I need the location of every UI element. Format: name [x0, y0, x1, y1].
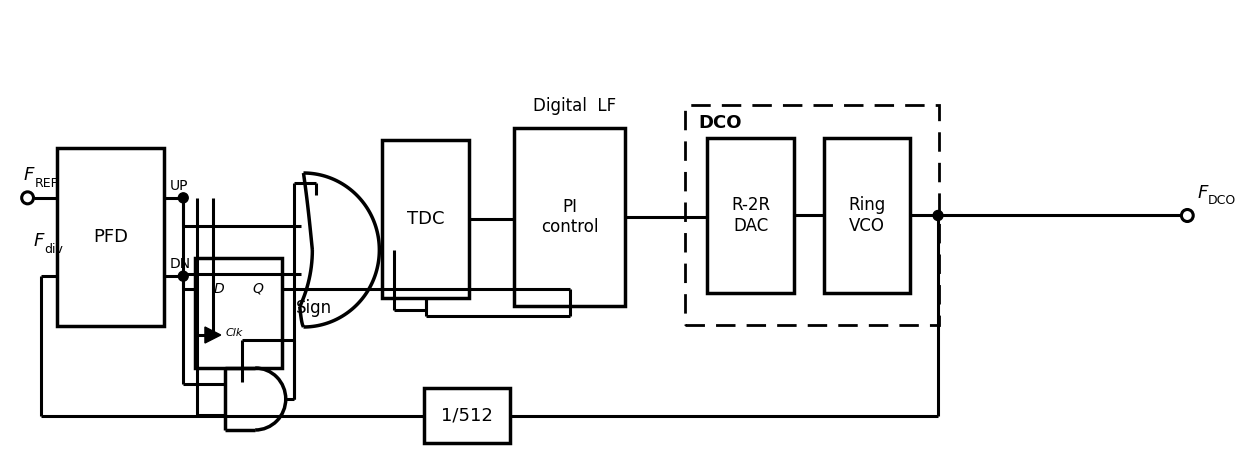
Text: Q: Q	[252, 282, 263, 296]
Text: UP: UP	[170, 179, 188, 193]
Text: F: F	[24, 166, 33, 184]
Text: DN: DN	[170, 257, 191, 271]
Polygon shape	[204, 327, 221, 343]
Circle shape	[178, 193, 188, 203]
Text: Ring
VCO: Ring VCO	[849, 196, 886, 235]
Text: DCO: DCO	[1208, 195, 1237, 207]
Bar	[424, 388, 510, 443]
Text: R-2R
DAC: R-2R DAC	[731, 196, 771, 235]
Circle shape	[933, 211, 943, 220]
Text: REF: REF	[35, 177, 58, 190]
Text: D: D	[214, 282, 224, 296]
Text: PI
control: PI control	[540, 198, 598, 236]
Text: DCO: DCO	[699, 114, 742, 132]
Text: 1/512: 1/512	[441, 407, 493, 425]
Text: F: F	[1197, 183, 1208, 201]
Text: TDC: TDC	[406, 210, 445, 228]
Bar	[707, 138, 794, 293]
Bar	[195, 258, 281, 368]
Text: Sign: Sign	[296, 299, 332, 317]
Bar	[383, 140, 470, 298]
Bar	[685, 105, 939, 325]
Circle shape	[178, 271, 188, 281]
Bar	[514, 128, 624, 306]
Text: PFD: PFD	[93, 228, 128, 246]
Text: div: div	[45, 243, 63, 256]
Bar	[57, 148, 164, 326]
Bar	[824, 138, 911, 293]
Text: Digital  LF: Digital LF	[533, 97, 616, 115]
Text: Clk: Clk	[225, 328, 243, 338]
Text: F: F	[33, 232, 43, 250]
